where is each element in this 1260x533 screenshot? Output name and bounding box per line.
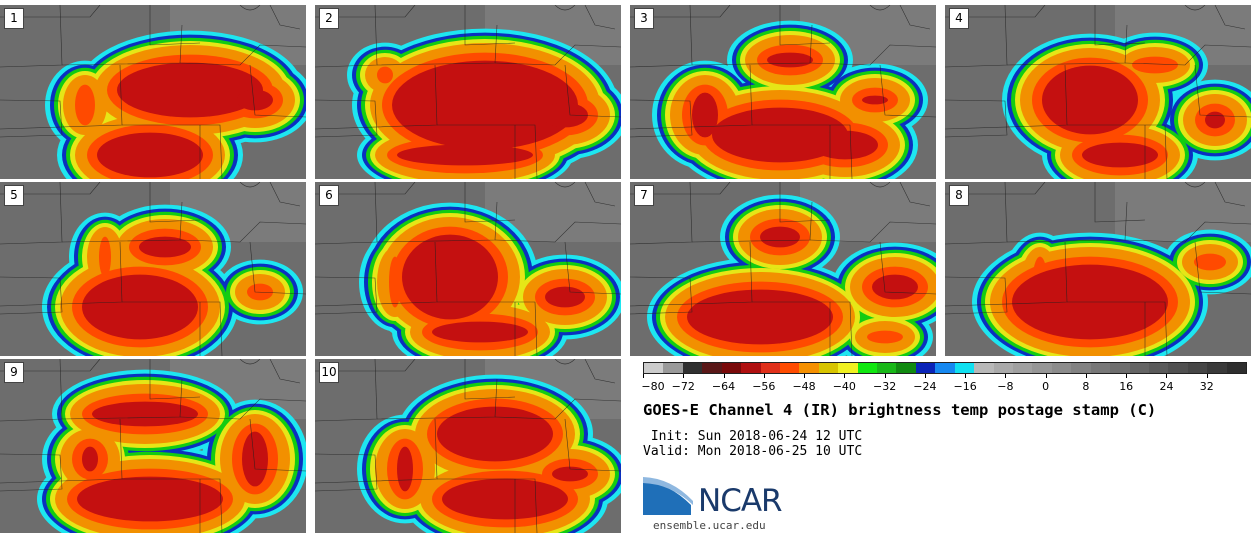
colorbar-tick bbox=[884, 374, 886, 378]
colorbar-tick-label: −48 bbox=[792, 380, 816, 393]
colorbar-tick bbox=[683, 374, 685, 378]
colorbar-tick-label: 16 bbox=[1119, 380, 1134, 393]
colorbar-tick-label: −24 bbox=[913, 380, 937, 393]
panel-number-label: 2 bbox=[319, 8, 339, 29]
colorbar-tick-label: 8 bbox=[1082, 380, 1090, 393]
panel-number-label: 4 bbox=[949, 8, 969, 29]
colorbar-tick-label: −72 bbox=[671, 380, 695, 393]
colorbar-segment bbox=[1148, 363, 1169, 373]
satellite-ir-map bbox=[630, 182, 936, 356]
forecast-panel-1: 1 bbox=[0, 5, 306, 179]
colorbar-segment bbox=[644, 363, 664, 373]
colorbar-tick bbox=[1126, 374, 1128, 378]
colorbar-segment bbox=[896, 363, 916, 373]
panel-number-label: 10 bbox=[319, 362, 339, 383]
satellite-ir-map bbox=[315, 5, 621, 179]
panel-number-label: 7 bbox=[634, 185, 654, 206]
colorbar-tick bbox=[1005, 374, 1007, 378]
init-time: Init: Sun 2018-06-24 12 UTC bbox=[643, 429, 863, 444]
satellite-ir-map bbox=[0, 359, 306, 533]
colorbar-segment bbox=[935, 363, 955, 373]
forecast-panel-2: 2 bbox=[315, 5, 621, 179]
satellite-ir-map bbox=[945, 5, 1251, 179]
satellite-ir-map bbox=[630, 5, 936, 179]
forecast-panel-4: 4 bbox=[945, 5, 1251, 179]
colorbar-segment bbox=[1051, 363, 1072, 373]
colorbar-segment bbox=[1090, 363, 1111, 373]
panel-number-label: 1 bbox=[4, 8, 24, 29]
forecast-panel-7: 7 bbox=[630, 182, 936, 356]
colorbar-tick bbox=[965, 374, 967, 378]
colorbar-tick-label: 32 bbox=[1199, 380, 1214, 393]
colorbar-segment bbox=[877, 363, 897, 373]
colorbar-segment bbox=[779, 363, 800, 373]
valid-time: Valid: Mon 2018-06-25 10 UTC bbox=[643, 444, 863, 459]
forecast-panel-3: 3 bbox=[630, 5, 936, 179]
forecast-panel-10: 10 bbox=[315, 359, 621, 533]
ncar-wordmark: NCAR bbox=[698, 483, 783, 519]
panel-number-label: 6 bbox=[319, 185, 339, 206]
ncar-logo-icon bbox=[643, 477, 693, 515]
satellite-ir-map bbox=[0, 5, 306, 179]
colorbar-tick-label: −40 bbox=[832, 380, 856, 393]
colorbar-tick-label: 24 bbox=[1159, 380, 1174, 393]
colorbar-segment bbox=[682, 363, 703, 373]
colorbar-tick-label: −64 bbox=[711, 380, 736, 393]
forecast-panel-6: 6 bbox=[315, 182, 621, 356]
colorbar-segment bbox=[1168, 363, 1188, 373]
colorbar-segment bbox=[1226, 363, 1247, 373]
colorbar-tick bbox=[1166, 374, 1168, 378]
colorbar-segment bbox=[1013, 363, 1033, 373]
colorbar-tick bbox=[723, 374, 725, 378]
colorbar-segment bbox=[663, 363, 683, 373]
panel-number-label: 9 bbox=[4, 362, 24, 383]
colorbar-tick-label: −16 bbox=[953, 380, 977, 393]
satellite-ir-map bbox=[315, 182, 621, 356]
panel-number-label: 3 bbox=[634, 8, 654, 29]
colorbar-segment bbox=[760, 363, 780, 373]
colorbar-tick bbox=[924, 374, 926, 378]
colorbar-segment bbox=[741, 363, 761, 373]
satellite-ir-map bbox=[945, 182, 1251, 356]
figure-title: GOES-E Channel 4 (IR) brightness temp po… bbox=[643, 401, 1157, 419]
colorbar-segment bbox=[1207, 363, 1227, 373]
colorbar-segment bbox=[702, 363, 722, 373]
colorbar-segment bbox=[915, 363, 936, 373]
colorbar-segment bbox=[974, 363, 994, 373]
colorbar-segment bbox=[857, 363, 878, 373]
colorbar-segment bbox=[1032, 363, 1052, 373]
colorbar-segment bbox=[818, 363, 839, 373]
satellite-ir-map bbox=[0, 182, 306, 356]
colorbar-tick bbox=[763, 374, 765, 378]
colorbar-tick bbox=[804, 374, 806, 378]
colorbar-segment bbox=[721, 363, 742, 373]
ensemble-url: ensemble.ucar.edu bbox=[653, 519, 766, 532]
colorbar-tick bbox=[1085, 374, 1087, 378]
colorbar-segment bbox=[838, 363, 858, 373]
colorbar-tick bbox=[1045, 374, 1047, 378]
colorbar-tick bbox=[643, 374, 644, 378]
colorbar-segment bbox=[954, 363, 975, 373]
colorbar-tick-label: −32 bbox=[872, 380, 897, 393]
colorbar-tick-label: −8 bbox=[997, 380, 1014, 393]
forecast-panel-9: 9 bbox=[0, 359, 306, 533]
panel-number-label: 8 bbox=[949, 185, 969, 206]
temperature-colorbar bbox=[643, 362, 1247, 374]
colorbar-tick-labels: −80 −72 −64 −56 −48 −40 −32 −24 −16 −8 0 8 16 24 32 bbox=[641, 374, 1247, 394]
colorbar-segment bbox=[993, 363, 1014, 373]
forecast-panel-8: 8 bbox=[945, 182, 1251, 356]
colorbar-segment bbox=[799, 363, 819, 373]
colorbar-tick-label: 0 bbox=[1042, 380, 1050, 393]
colorbar-segment bbox=[1129, 363, 1149, 373]
colorbar-tick-label: −80 bbox=[641, 380, 665, 393]
colorbar-tick-label: −56 bbox=[752, 380, 776, 393]
satellite-ir-map bbox=[315, 359, 621, 533]
colorbar-segment bbox=[1110, 363, 1130, 373]
colorbar-tick bbox=[844, 374, 846, 378]
forecast-panel-5: 5 bbox=[0, 182, 306, 356]
colorbar-tick bbox=[1206, 374, 1208, 378]
colorbar-segment bbox=[1187, 363, 1208, 373]
panel-number-label: 5 bbox=[4, 185, 24, 206]
colorbar-segment bbox=[1071, 363, 1091, 373]
